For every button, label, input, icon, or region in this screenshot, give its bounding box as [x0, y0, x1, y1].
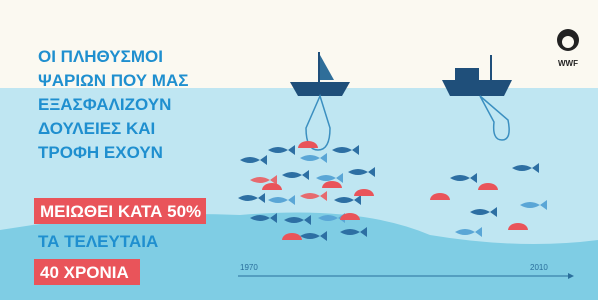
infographic: WWF ΟΙ ΠΛΗΘΥΣΜΟΙ ΨΑΡΙΩΝ ΠΟΥ ΜΑΣ ΕΞΑΣΦΑΛΙ…: [0, 0, 598, 300]
logo-text: WWF: [558, 59, 578, 68]
headline-line: ΟΙ ΠΛΗΘΥΣΜΟΙ: [38, 47, 163, 66]
highlight-text: 40 ΧΡΟΝΙΑ: [40, 263, 129, 282]
year-start: 1970: [240, 263, 258, 272]
headline-line: ΤΑ ΤΕΛΕΥΤΑΙΑ: [38, 232, 158, 251]
headline-line: ΕΞΑΣΦΑΛΙΖΟΥΝ: [38, 95, 171, 114]
highlight-text: ΜΕΙΩΘΕΙ ΚΑΤΑ 50%: [40, 202, 201, 221]
page: WWF ΟΙ ΠΛΗΘΥΣΜΟΙ ΨΑΡΙΩΝ ΠΟΥ ΜΑΣ ΕΞΑΣΦΑΛΙ…: [0, 0, 598, 300]
headline-line: ΤΡΟΦΗ ΕΧΟΥΝ: [38, 143, 163, 162]
year-end: 2010: [530, 263, 548, 272]
headline-line: ΔΟΥΛΕΙΕΣ ΚΑΙ: [38, 119, 155, 138]
headline-line: ΨΑΡΙΩΝ ΠΟΥ ΜΑΣ: [38, 71, 188, 90]
